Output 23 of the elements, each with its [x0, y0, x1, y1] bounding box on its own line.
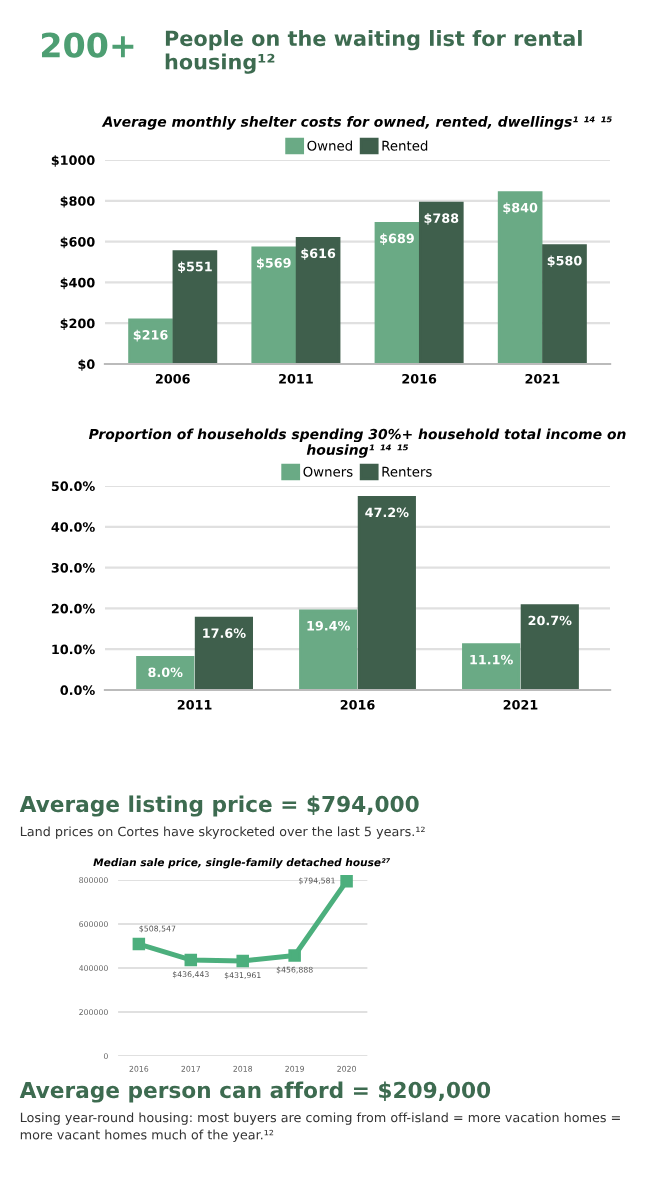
point — [236, 954, 249, 968]
text: Average person can afford = $209,000 — [19, 1081, 491, 1103]
bar — [542, 244, 587, 364]
bar — [299, 609, 358, 690]
bar — [520, 604, 579, 690]
bar — [194, 616, 253, 690]
text: People on the waiting list for rental housing¹² — [165, 30, 582, 74]
bar — [172, 250, 218, 364]
bar — [251, 246, 297, 364]
text: 200+ — [42, 32, 134, 58]
point — [340, 874, 353, 888]
bar — [136, 655, 195, 690]
bar — [295, 236, 341, 364]
bar — [462, 643, 521, 690]
bar — [374, 222, 420, 364]
point — [184, 953, 198, 967]
bar — [128, 318, 173, 364]
bar — [497, 191, 543, 364]
point — [288, 949, 301, 962]
point — [132, 937, 146, 951]
bar — [357, 496, 416, 690]
bar — [418, 201, 464, 364]
text: Average listing price = $794,000 — [19, 795, 419, 817]
